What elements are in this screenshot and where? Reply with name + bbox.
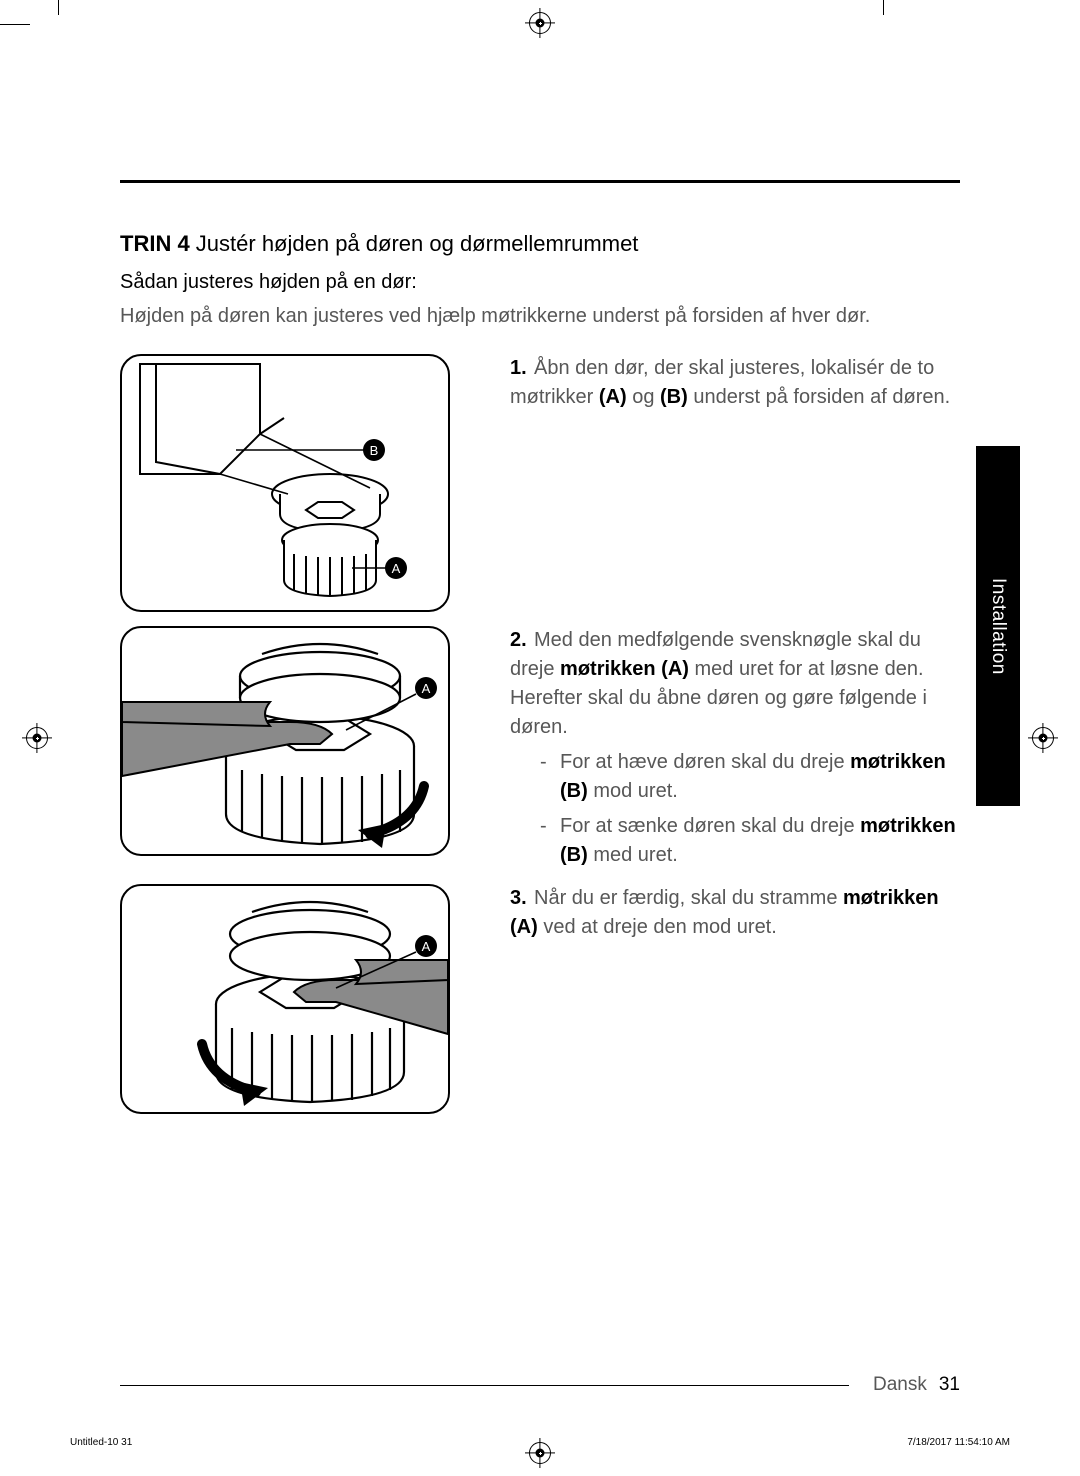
- instruction-text: 1.Åbn den dør, der skal justeres, lokali…: [510, 354, 960, 412]
- svg-text:A: A: [392, 561, 401, 576]
- registration-mark-icon: [529, 12, 551, 34]
- figure-2: A: [120, 626, 450, 856]
- print-meta-left: Untitled-10 31: [70, 1437, 132, 1448]
- crop-mark: [881, 0, 882, 15]
- instruction-text: 2.Med den medfølgende svensknøgle skal d…: [510, 626, 960, 870]
- svg-text:A: A: [422, 939, 431, 954]
- text: underst på forsiden af døren.: [688, 386, 950, 408]
- svg-text:A: A: [422, 681, 431, 696]
- registration-mark-icon: [529, 1442, 551, 1464]
- diagram-3-icon: A: [120, 884, 450, 1114]
- section-tab-label: Installation: [987, 578, 1009, 675]
- footer-rule: [120, 1385, 849, 1386]
- step-num: 2.: [510, 626, 534, 655]
- instruction-rows: B: [120, 354, 960, 1114]
- instruction-row: A 3.Når du er færdig, skal du stramme mø…: [120, 884, 960, 1114]
- figure-1: B: [120, 354, 450, 612]
- sub-item: For at hæve døren skal du dreje møtrikke…: [510, 748, 960, 806]
- step-num: 1.: [510, 354, 534, 383]
- diagram-2-icon: A: [120, 626, 450, 856]
- text: mod uret.: [588, 780, 678, 802]
- page-content: TRIN 4 Justér højden på døren og dørmell…: [120, 180, 960, 1366]
- crop-mark: [882, 24, 900, 25]
- label-ref: møtrikken (A): [560, 658, 689, 680]
- horizontal-rule: [120, 180, 960, 183]
- registration-mark-icon: [26, 727, 48, 749]
- page-footer: Dansk 31: [120, 1374, 960, 1396]
- text: med uret.: [588, 844, 678, 866]
- step-num: 3.: [510, 884, 534, 913]
- text: For at sænke døren skal du dreje: [560, 815, 860, 837]
- figure-3: A: [120, 884, 450, 1114]
- instruction-row: B: [120, 354, 960, 612]
- page-number: 31: [939, 1374, 960, 1396]
- label-ref: (A): [599, 386, 627, 408]
- text: For at hæve døren skal du dreje: [560, 751, 850, 773]
- intro-text: Højden på døren kan justeres ved hjælp m…: [120, 302, 960, 330]
- text: Når du er færdig, skal du stramme: [534, 887, 843, 909]
- print-meta-right: 7/18/2017 11:54:10 AM: [907, 1437, 1010, 1448]
- step-number: TRIN 4: [120, 231, 190, 256]
- instruction-row: A 2.Med den medfølgende svensknøgle skal…: [120, 626, 960, 870]
- subheading: Sådan justeres højden på en dør:: [120, 271, 960, 294]
- registration-mark-icon: [1032, 727, 1054, 749]
- diagram-1-icon: B: [120, 354, 450, 612]
- section-tab: Installation: [976, 446, 1020, 806]
- text: ved at dreje den mod uret.: [538, 916, 777, 938]
- text: og: [627, 386, 660, 408]
- svg-text:B: B: [370, 443, 379, 458]
- instruction-text: 3.Når du er færdig, skal du stramme møtr…: [510, 884, 960, 942]
- language-label: Dansk: [873, 1374, 927, 1396]
- sub-item: For at sænke døren skal du dreje møtrikk…: [510, 812, 960, 870]
- crop-mark: [883, 0, 884, 15]
- label-ref: (B): [660, 386, 688, 408]
- crop-mark: [58, 0, 59, 15]
- step-heading: TRIN 4 Justér højden på døren og dørmell…: [120, 231, 960, 257]
- crop-mark: [0, 24, 30, 25]
- step-title: Justér højden på døren og dørmellemrumme…: [190, 231, 639, 256]
